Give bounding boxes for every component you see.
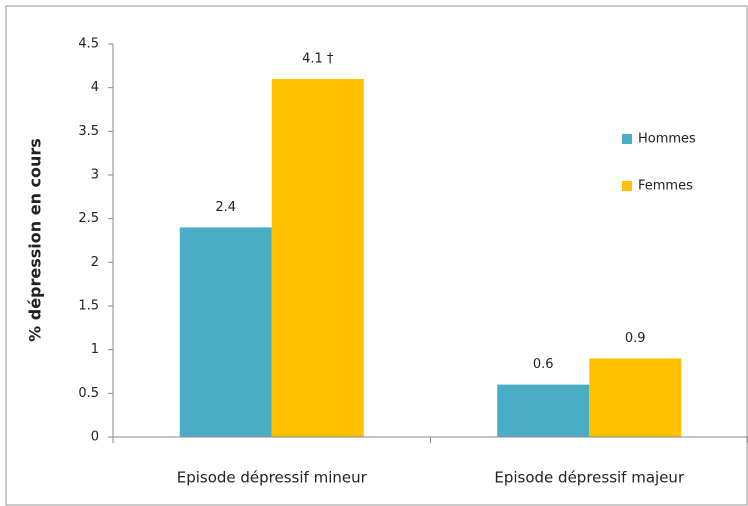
data-label: 4.1 † <box>302 51 334 66</box>
y-tick-label: 2.5 <box>78 211 99 226</box>
x-tick-label: Episode dépressif majeur <box>494 469 685 487</box>
y-tick-label: 4.5 <box>78 37 99 52</box>
chart-border <box>5 5 748 506</box>
y-tick-label: 3.5 <box>78 124 99 139</box>
y-tick-label: 0 <box>91 430 99 445</box>
y-tick-label: 0.5 <box>78 386 99 401</box>
y-tick-label: 2 <box>91 255 99 270</box>
y-tick-label: 4 <box>91 80 99 95</box>
bar <box>271 78 364 437</box>
bar <box>589 358 682 437</box>
data-label: 0.9 <box>625 331 646 346</box>
y-axis-label: % dépression en cours <box>26 138 45 342</box>
y-tick-label: 1.5 <box>78 299 99 314</box>
legend-swatch <box>622 134 632 144</box>
y-tick-label: 1 <box>91 342 99 357</box>
x-tick-label: Episode dépressif mineur <box>177 469 368 487</box>
data-label: 0.6 <box>533 357 554 372</box>
bar <box>179 227 272 437</box>
legend-label: Femmes <box>638 179 693 194</box>
legend-label: Hommes <box>638 132 696 147</box>
data-label: 2.4 <box>215 200 236 215</box>
legend-swatch <box>622 181 632 191</box>
bar <box>497 384 590 437</box>
y-tick-label: 3 <box>91 168 99 183</box>
